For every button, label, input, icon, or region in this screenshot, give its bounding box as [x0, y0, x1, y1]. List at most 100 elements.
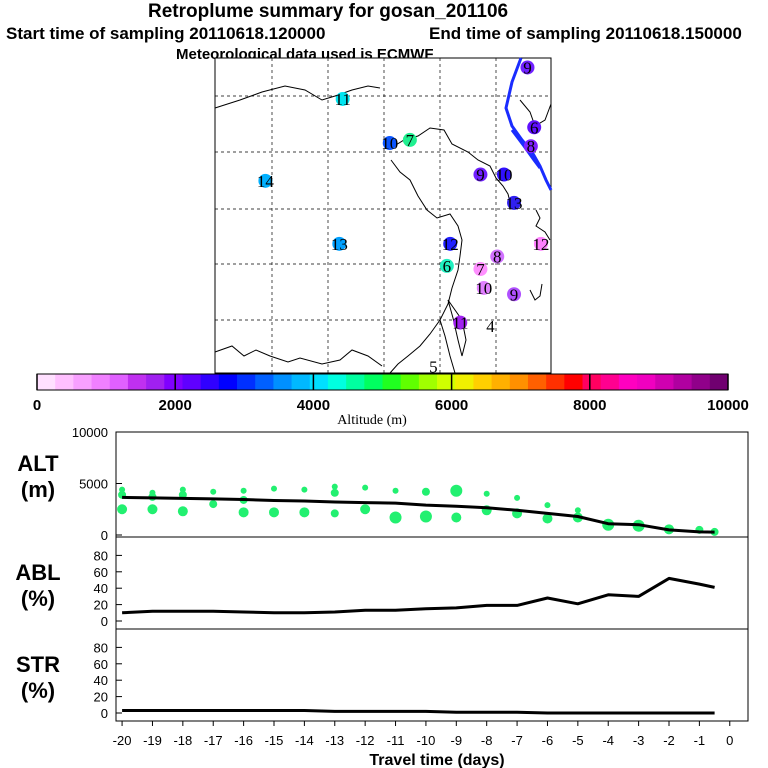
scatter-point — [421, 487, 430, 496]
scatter-point — [389, 511, 402, 524]
scatter-point — [330, 488, 339, 497]
scatter-point — [542, 513, 553, 524]
panel-alt: 10000 5000 0 ALT(m) — [17, 425, 749, 543]
scatter-point — [240, 487, 247, 494]
colorbar-cell — [582, 374, 602, 390]
colorbar-tick-label: 0 — [33, 397, 41, 414]
map-marker-dot — [382, 136, 397, 151]
map-marker-label: 10 — [495, 166, 512, 185]
map-marker-label: 10 — [475, 279, 492, 298]
colorbar-ticks: 0 2000 4000 6000 8000 10000 — [33, 374, 749, 414]
colorbar-cell — [455, 374, 474, 390]
end-time-label: End time of sampling 20110618.150000 — [429, 24, 742, 43]
colorbar-cell — [309, 374, 329, 390]
scatter-point — [392, 487, 399, 494]
trajectory-lines — [504, 57, 553, 191]
scatter-point — [210, 488, 217, 495]
colorbar-cell — [273, 374, 292, 390]
colorbar-cell — [418, 374, 438, 390]
colorbar-axis-title: Altitude (m) — [337, 413, 407, 428]
x-tick-label: -7 — [511, 733, 523, 748]
scatter-point — [177, 506, 188, 517]
colorbar-cell — [182, 374, 202, 390]
y-axis-title: STR — [16, 652, 60, 677]
y-tick-label: 80 — [94, 548, 108, 563]
colorbar-cell — [200, 374, 220, 390]
colorbar-cell — [473, 374, 493, 390]
x-tick-label: -4 — [602, 733, 614, 748]
colorbar-cell — [400, 374, 420, 390]
y-tick-label: 60 — [94, 565, 108, 580]
map-marker-label: 6 — [443, 257, 452, 276]
x-tick-label: -15 — [265, 733, 284, 748]
colorbar-cell — [364, 374, 383, 390]
colorbar-cell — [437, 374, 456, 390]
colorbar-cell — [255, 374, 274, 390]
colorbar-cell — [73, 374, 92, 390]
map-marker-label: 13 — [331, 235, 348, 254]
map-marker-label: 7 — [476, 260, 485, 279]
scatter-point — [544, 502, 551, 509]
scatter-point — [514, 494, 521, 501]
scatter-point — [419, 510, 432, 523]
map-marker-dot — [258, 173, 273, 188]
map-marker-dot — [496, 167, 511, 182]
colorbar-cell — [637, 374, 656, 390]
x-tick-label: -18 — [173, 733, 192, 748]
y-axis-title-unit: (m) — [21, 477, 55, 502]
scatter-point — [147, 504, 158, 515]
colorbar-cell — [491, 374, 511, 390]
x-axis-title: Travel time (days) — [369, 752, 504, 768]
colorbar-cells — [37, 374, 729, 390]
y-axis-title-unit: (%) — [21, 678, 55, 703]
colorbar-cell — [55, 374, 74, 390]
x-tick-label: -13 — [325, 733, 344, 748]
colorbar-cell — [618, 374, 638, 390]
y-tick-label: 0 — [101, 706, 108, 721]
series-line-alt — [122, 495, 715, 534]
x-tick-label: -5 — [572, 733, 584, 748]
x-tick-label: -11 — [387, 733, 405, 748]
colorbar-cell — [546, 374, 565, 390]
map-marker-label: 9 — [523, 58, 532, 77]
map-marker-dot — [332, 236, 347, 251]
map-marker-dot — [507, 287, 522, 302]
colorbar-cell — [37, 374, 56, 390]
colorbar-cell — [291, 374, 311, 390]
map-marker-dot — [527, 120, 542, 135]
map-marker-label: 14 — [257, 172, 275, 191]
start-time-label: Start time of sampling 20110618.120000 — [6, 24, 326, 43]
scatter-point — [360, 504, 371, 515]
y-axis-title: ABL — [15, 560, 60, 585]
scatter-point — [238, 507, 249, 518]
colorbar-cell — [146, 374, 165, 390]
map-marker-label: 4 — [486, 317, 495, 336]
map-marker-label: 5 — [429, 358, 438, 377]
map-marker-dot — [443, 236, 458, 251]
y-tick-label: 80 — [94, 640, 108, 655]
scatter-point — [117, 504, 128, 515]
colorbar-cell — [509, 374, 529, 390]
map-marker-label: 12 — [442, 235, 459, 254]
time-series-panels: 1000050000ALT(m)806040200ABL(%)806040200… — [15, 425, 749, 722]
colorbar-cell — [709, 374, 729, 390]
map-marker-dot — [473, 262, 488, 277]
x-tick-label: -19 — [143, 733, 162, 748]
map-marker-dot — [533, 236, 548, 251]
map-marker-label: 12 — [532, 235, 549, 254]
scatter-point — [301, 486, 308, 493]
map-marker-label: 8 — [493, 247, 502, 266]
map-marker-dot — [523, 139, 538, 154]
series-line-abl — [122, 576, 715, 615]
scatter-point — [362, 484, 369, 491]
y-tick-label: 0 — [101, 614, 108, 629]
colorbar-cell — [527, 374, 547, 390]
map-marker-label: 10 — [381, 134, 398, 153]
colorbar-cell — [109, 374, 129, 390]
y-axis-title: ALT — [17, 451, 59, 476]
map-marker-dot — [490, 249, 505, 264]
x-tick-label: -8 — [481, 733, 493, 748]
